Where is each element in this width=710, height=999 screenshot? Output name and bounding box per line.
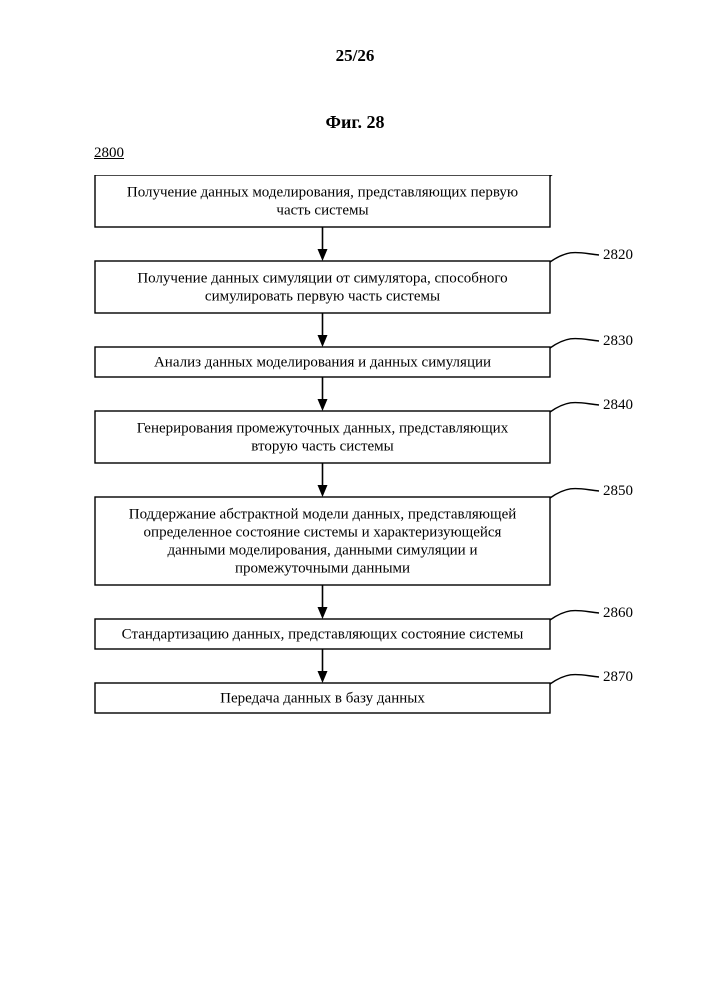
leader-2870 (550, 674, 599, 684)
arrowhead-2850-2860 (318, 607, 328, 619)
flowchart-svg: Получение данных моделирования, представ… (60, 175, 650, 955)
page-number: 25/26 (0, 46, 710, 66)
step-number-2820: 2820 (603, 247, 633, 263)
step-number-2860: 2860 (603, 605, 633, 621)
flow-step-label-2870: Передача данных в базу данных (220, 691, 425, 707)
arrowhead-2860-2870 (318, 671, 328, 683)
leader-2850 (550, 488, 599, 498)
leader-2830 (550, 338, 599, 348)
step-number-2870: 2870 (603, 669, 633, 685)
leader-2860 (550, 610, 599, 620)
flowchart: Получение данных моделирования, представ… (60, 175, 650, 955)
flow-step-label-2860: Стандартизацию данных, представляющих со… (122, 627, 524, 643)
leader-2810 (550, 175, 599, 176)
flow-step-2840 (95, 411, 550, 463)
step-number-2830: 2830 (603, 333, 633, 349)
arrowhead-2840-2850 (318, 485, 328, 497)
flow-step-2820 (95, 261, 550, 313)
arrowhead-2810-2820 (318, 249, 328, 261)
step-number-2850: 2850 (603, 483, 633, 499)
figure-title: Фиг. 28 (0, 112, 710, 133)
flow-step-2810 (95, 175, 550, 227)
figure-reference: 2800 (94, 145, 124, 162)
arrowhead-2820-2830 (318, 335, 328, 347)
step-number-2840: 2840 (603, 397, 633, 413)
arrowhead-2830-2840 (318, 399, 328, 411)
leader-2820 (550, 252, 599, 262)
leader-2840 (550, 402, 599, 412)
step-number-2810: 2810 (603, 175, 633, 177)
flow-step-label-2830: Анализ данных моделирования и данных сим… (154, 355, 491, 371)
